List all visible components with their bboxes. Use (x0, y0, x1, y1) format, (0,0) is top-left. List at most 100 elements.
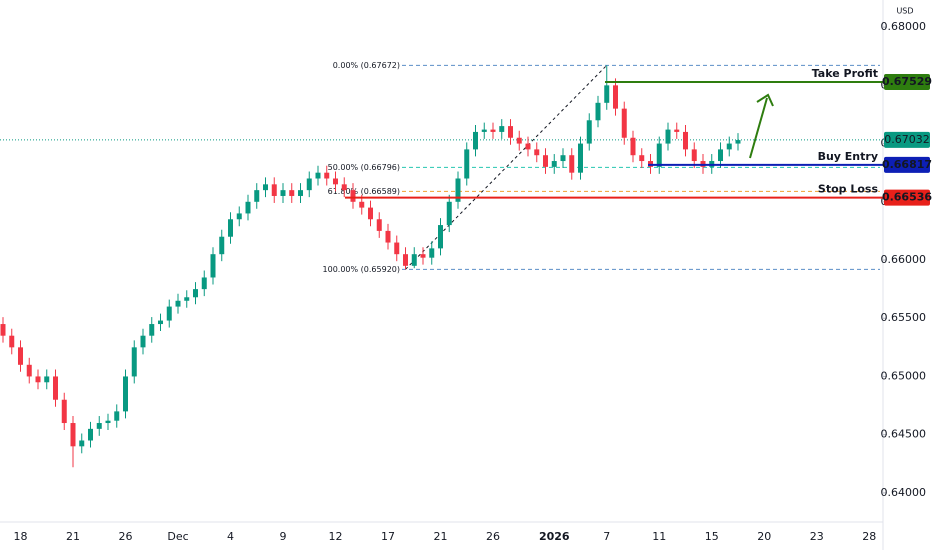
candle-body (193, 289, 198, 298)
arrow-head (756, 93, 774, 107)
x-tick-label: 26 (486, 530, 500, 543)
x-tick-label: 20 (757, 530, 771, 543)
candle-body (376, 219, 382, 231)
candle-body (525, 143, 531, 150)
candle-body (263, 184, 268, 191)
candle-body (298, 190, 303, 196)
candle-body (79, 440, 85, 447)
candle-body (368, 207, 373, 220)
candle-body (245, 201, 251, 214)
candle-body (306, 178, 312, 191)
candle-body (114, 411, 120, 421)
candle-body (543, 155, 548, 167)
x-tick-label: 28 (862, 530, 876, 543)
candle-body (280, 190, 286, 196)
currency-label: USD (896, 7, 913, 16)
level-name: Take Profit (812, 67, 878, 80)
level-name: Stop Loss (818, 183, 879, 196)
candle-body (350, 190, 356, 202)
level-name: Buy Entry (818, 150, 878, 163)
candle-body (718, 149, 723, 162)
candle-body (184, 297, 190, 301)
fib-label: 0.00% (0.67672) (333, 61, 400, 70)
candle-body (324, 172, 330, 179)
y-tick-label: 0.64500 (881, 428, 927, 441)
candle-body (236, 213, 242, 220)
candle-body (26, 364, 32, 377)
arrow-shaft (749, 97, 768, 159)
candle-body (735, 140, 741, 144)
candle-body (131, 347, 137, 377)
candle-body (604, 85, 610, 103)
candle-body (166, 306, 172, 321)
candle-body (630, 137, 636, 156)
candle-body (385, 230, 391, 243)
x-tick-label: 4 (227, 530, 234, 543)
candle-body (473, 131, 478, 150)
price-box (884, 156, 930, 173)
candle-body (534, 149, 540, 156)
candle-body (201, 277, 207, 290)
candle-body (464, 149, 470, 179)
candle-body (438, 225, 443, 249)
candle-body (219, 236, 225, 255)
candle-body (341, 184, 347, 191)
candle-body (578, 143, 583, 173)
x-tick-label: 21 (434, 530, 448, 543)
x-tick-label: 17 (381, 530, 395, 543)
price-box (884, 189, 930, 206)
candle-body (551, 161, 557, 167)
candle-body (175, 300, 181, 307)
last-price-label: 0.67032 (884, 133, 930, 146)
candle-body (446, 201, 452, 226)
candle-body (394, 242, 400, 255)
candle-body (123, 376, 128, 412)
candle-body (621, 108, 627, 138)
candle-body (158, 320, 163, 325)
x-tick-label: Dec (167, 530, 188, 543)
candle-body (228, 219, 233, 237)
candle-body (271, 184, 277, 196)
price-box-label: 0.66536 (882, 191, 932, 204)
candle-body (61, 399, 67, 424)
candle-body (359, 201, 365, 208)
x-tick-label: 18 (14, 530, 28, 543)
x-tick-label: 11 (652, 530, 666, 543)
x-tick-label: 12 (329, 530, 343, 543)
candle-body (674, 129, 680, 132)
candle-body (595, 102, 601, 121)
x-tick-label: 15 (705, 530, 719, 543)
candle-body (53, 376, 58, 400)
candle-body (613, 85, 618, 109)
candle-body (490, 129, 496, 132)
candle-body (691, 149, 697, 162)
candle-body (420, 254, 426, 258)
x-tick-label: 26 (119, 530, 133, 543)
candle-body (35, 376, 41, 383)
candle-body (586, 120, 592, 144)
candle-body (289, 190, 295, 196)
candle-body (0, 324, 6, 336)
fib-label: 50.00% (0.66796) (328, 163, 400, 172)
target-arrow (749, 93, 774, 159)
candle-body (683, 131, 688, 150)
candle-body (403, 254, 408, 266)
candle-body (254, 190, 260, 202)
candle-body (429, 248, 435, 258)
candle-body (508, 126, 513, 138)
y-tick-label: 0.65000 (881, 369, 927, 382)
x-tick-label: 23 (810, 530, 824, 543)
candle-body (569, 155, 575, 173)
candle-body (639, 155, 645, 162)
candle-body (481, 129, 487, 132)
price-box-label: 0.67529 (882, 75, 932, 88)
candle-body (96, 423, 102, 429)
candle-body (333, 178, 338, 185)
x-tick-label: 9 (280, 530, 287, 543)
price-box (884, 131, 930, 148)
candle-body (18, 347, 23, 365)
x-tick-label: 2026 (539, 530, 570, 543)
candle-body (315, 172, 321, 179)
